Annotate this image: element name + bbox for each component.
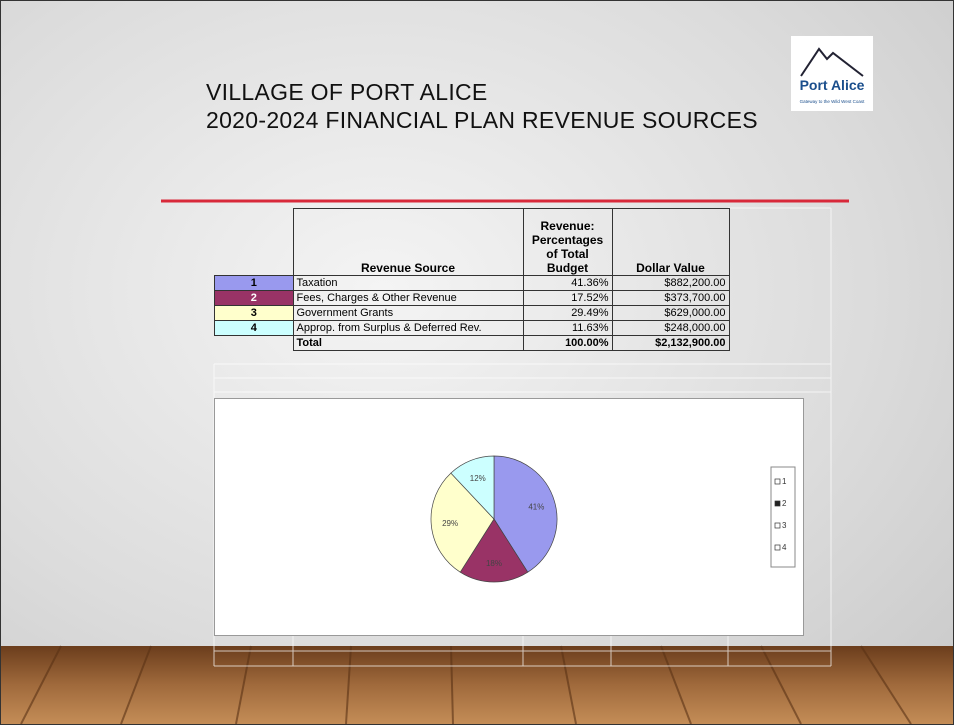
slice-label: 41% [528,503,544,512]
slice-label: 12% [470,474,486,483]
legend-label: 1 [782,477,787,486]
total-cell: 100.00% [523,335,612,350]
wood-floor [1,646,953,724]
title: VILLAGE OF PORT ALICE [206,79,488,106]
header-cell [215,209,294,276]
pie-chart: 41% 18% 29% 12% 1 2 3 4 [214,398,804,636]
row-number: 2 [215,290,294,305]
legend-label: 4 [782,543,787,552]
table-cell: Fees, Charges & Other Revenue [293,290,523,305]
column-header: Revenue Source [293,209,523,276]
legend-label: 2 [782,499,787,508]
table-cell: $248,000.00 [612,320,729,335]
column-header: Revenue: Percentages of Total Budget [523,209,612,276]
table-cell: 17.52% [523,290,612,305]
slice-label: 18% [486,559,502,568]
table-cell: Government Grants [293,305,523,320]
table-cell: $629,000.00 [612,305,729,320]
row-number: 3 [215,305,294,320]
slice-label: 29% [442,519,458,528]
table-cell: $882,200.00 [612,275,729,290]
row-number: 4 [215,320,294,335]
total-cell: $2,132,900.00 [612,335,729,350]
legend-swatch [775,501,780,506]
table-cell: $373,700.00 [612,290,729,305]
total-cell: Total [293,335,523,350]
table-cell: Taxation [293,275,523,290]
legend-swatch [775,479,780,484]
table-cell: 41.36% [523,275,612,290]
logo-name: Port Alice [800,77,865,93]
title: 2020-2024 FINANCIAL PLAN REVENUE SOURCES [206,107,758,134]
blank-cell [215,335,294,350]
row-number: 1 [215,275,294,290]
legend-swatch [775,545,780,550]
slide: Port Alice Gateway to the Wild West Coas… [0,0,954,725]
table-cell: 11.63% [523,320,612,335]
legend-swatch [775,523,780,528]
table-cell: 29.49% [523,305,612,320]
column-header: Dollar Value [612,209,729,276]
table-cell: Approp. from Surplus & Deferred Rev. [293,320,523,335]
logo-tagline: Gateway to the Wild West Coast [800,99,865,104]
legend-label: 3 [782,521,787,530]
